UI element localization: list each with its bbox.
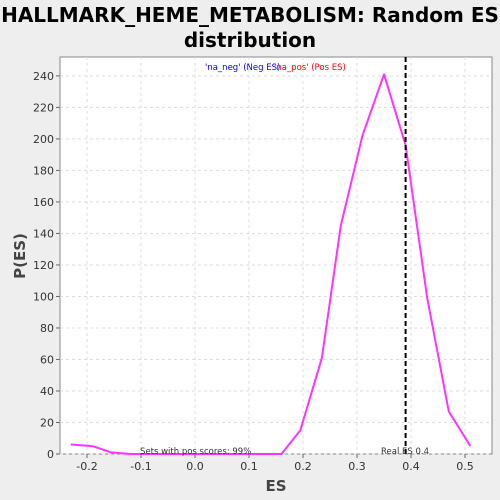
x-tick-label: 0.3 [348,460,366,473]
es-distribution-line [70,73,472,455]
legend-neg-label: 'na_neg' (Neg ES) [205,63,280,73]
y-tick-label: 140 [33,227,54,240]
y-tick-label: 20 [40,416,54,429]
x-tick-label: 0.0 [186,460,204,473]
legend-pos-label: 'na_pos' (Pos ES) [274,63,346,73]
y-tick-label: 80 [40,322,54,335]
grid [60,57,492,455]
x-tick-label: 0.2 [294,460,312,473]
x-tick-label: 0.1 [240,460,258,473]
y-tick-label: 160 [33,196,54,209]
x-tick-label: -0.2 [76,460,97,473]
real-es-annotation: Real ES 0.4 [381,447,429,457]
pos-scores-annotation: Sets with pos scores: 99% [140,447,251,457]
y-tick-label: 40 [40,385,54,398]
x-axis-ticks: -0.2 -0.1 0.0 0.1 0.2 0.3 0.4 0.5 [76,454,474,473]
y-axis-ticks: 0 20 40 60 80 100 120 140 160 180 200 220 240 [33,70,60,461]
plot-area [59,56,493,455]
y-tick-label: 60 [40,353,54,366]
x-tick-label: 0.5 [456,460,474,473]
y-tick-label: 0 [47,448,54,461]
y-tick-label: 220 [33,101,54,114]
y-tick-label: 120 [33,259,54,272]
x-axis-label: ES [265,477,286,495]
y-tick-label: 200 [33,133,54,146]
chart-title-line1: HALLMARK_HEME_METABOLISM: Random ES [1,3,499,27]
y-tick-label: 100 [33,290,54,303]
series-layer [70,73,472,455]
chart-title-line2: distribution [184,28,316,52]
y-tick-label: 240 [33,70,54,83]
y-axis-label: P(ES) [11,233,29,279]
x-tick-label: 0.4 [402,460,420,473]
x-tick-label: -0.1 [130,460,151,473]
y-tick-label: 180 [33,164,54,177]
